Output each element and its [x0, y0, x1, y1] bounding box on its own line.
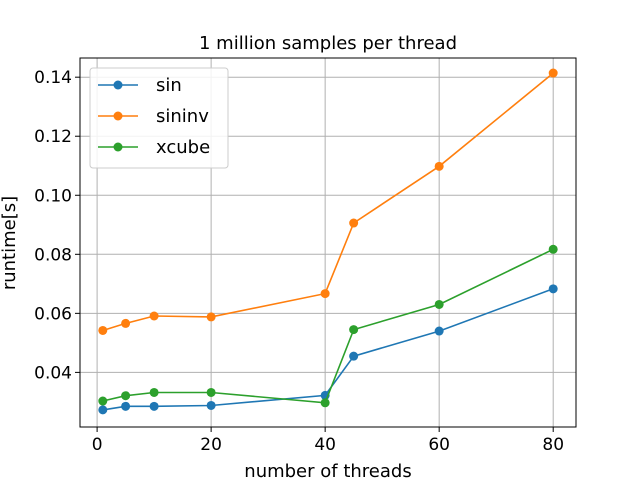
plot-frame — [79, 57, 577, 428]
y-tick-label: 0.04 — [34, 363, 72, 383]
y-tick-label: 0.10 — [34, 186, 72, 206]
x-tick-label: 0 — [92, 435, 103, 455]
data-point-sininv — [206, 312, 216, 322]
data-point-xcube — [320, 398, 330, 408]
y-tick-label: 0.14 — [34, 68, 72, 88]
legend-box — [89, 67, 229, 169]
data-point-xcube — [434, 299, 444, 309]
y-tick-label: 0.08 — [34, 245, 72, 265]
series-layer — [98, 68, 558, 415]
series-sin — [98, 284, 558, 415]
data-point-sin — [548, 284, 558, 294]
legend: sin sininv xcube — [89, 67, 229, 169]
data-point-sin — [121, 401, 131, 411]
legend-label-sininv: sininv — [156, 106, 209, 127]
x-tick-label: 80 — [542, 435, 564, 455]
data-point-xcube — [206, 387, 216, 397]
series-line-xcube — [102, 248, 554, 404]
y-tick-label: 0.06 — [34, 304, 72, 324]
legend-marker-sininv — [113, 111, 123, 121]
data-point-xcube — [548, 244, 558, 254]
data-point-xcube — [149, 387, 159, 397]
x-tick-label: 60 — [428, 435, 450, 455]
legend-label-sin: sin — [156, 75, 182, 96]
data-point-xcube — [98, 396, 108, 406]
series-line-sininv — [102, 72, 554, 332]
x-tick-label: 40 — [314, 435, 336, 455]
grid — [80, 58, 576, 427]
data-point-sin — [98, 405, 108, 415]
data-point-sin — [206, 400, 216, 410]
ticks: 0 20 40 60 80 0.04 0.06 0.08 0.10 0.12 0.14 — [34, 68, 564, 455]
data-point-sin — [149, 401, 159, 411]
x-axis-label: number of threads — [244, 461, 411, 480]
data-point-sin — [349, 351, 359, 361]
data-point-sininv — [98, 325, 108, 335]
x-tick-label: 20 — [200, 435, 222, 455]
data-point-sininv — [320, 289, 330, 299]
data-point-xcube — [349, 325, 359, 335]
legend-marker-xcube — [113, 142, 123, 152]
series-sininv — [98, 68, 558, 335]
data-point-sin — [434, 326, 444, 336]
data-point-sininv — [149, 311, 159, 321]
y-tick-label: 0.12 — [34, 127, 72, 147]
series-line-sin — [102, 288, 554, 411]
data-point-sininv — [349, 218, 359, 228]
data-point-sininv — [121, 318, 131, 328]
data-point-xcube — [121, 391, 131, 401]
data-point-sininv — [434, 161, 444, 171]
y-axis-label: runtime[s] — [0, 196, 20, 290]
chart-title: 1 million samples per thread — [199, 33, 457, 54]
data-point-sininv — [548, 68, 558, 78]
legend-label-xcube: xcube — [156, 137, 210, 158]
legend-marker-sin — [113, 80, 123, 90]
series-xcube — [98, 244, 558, 408]
